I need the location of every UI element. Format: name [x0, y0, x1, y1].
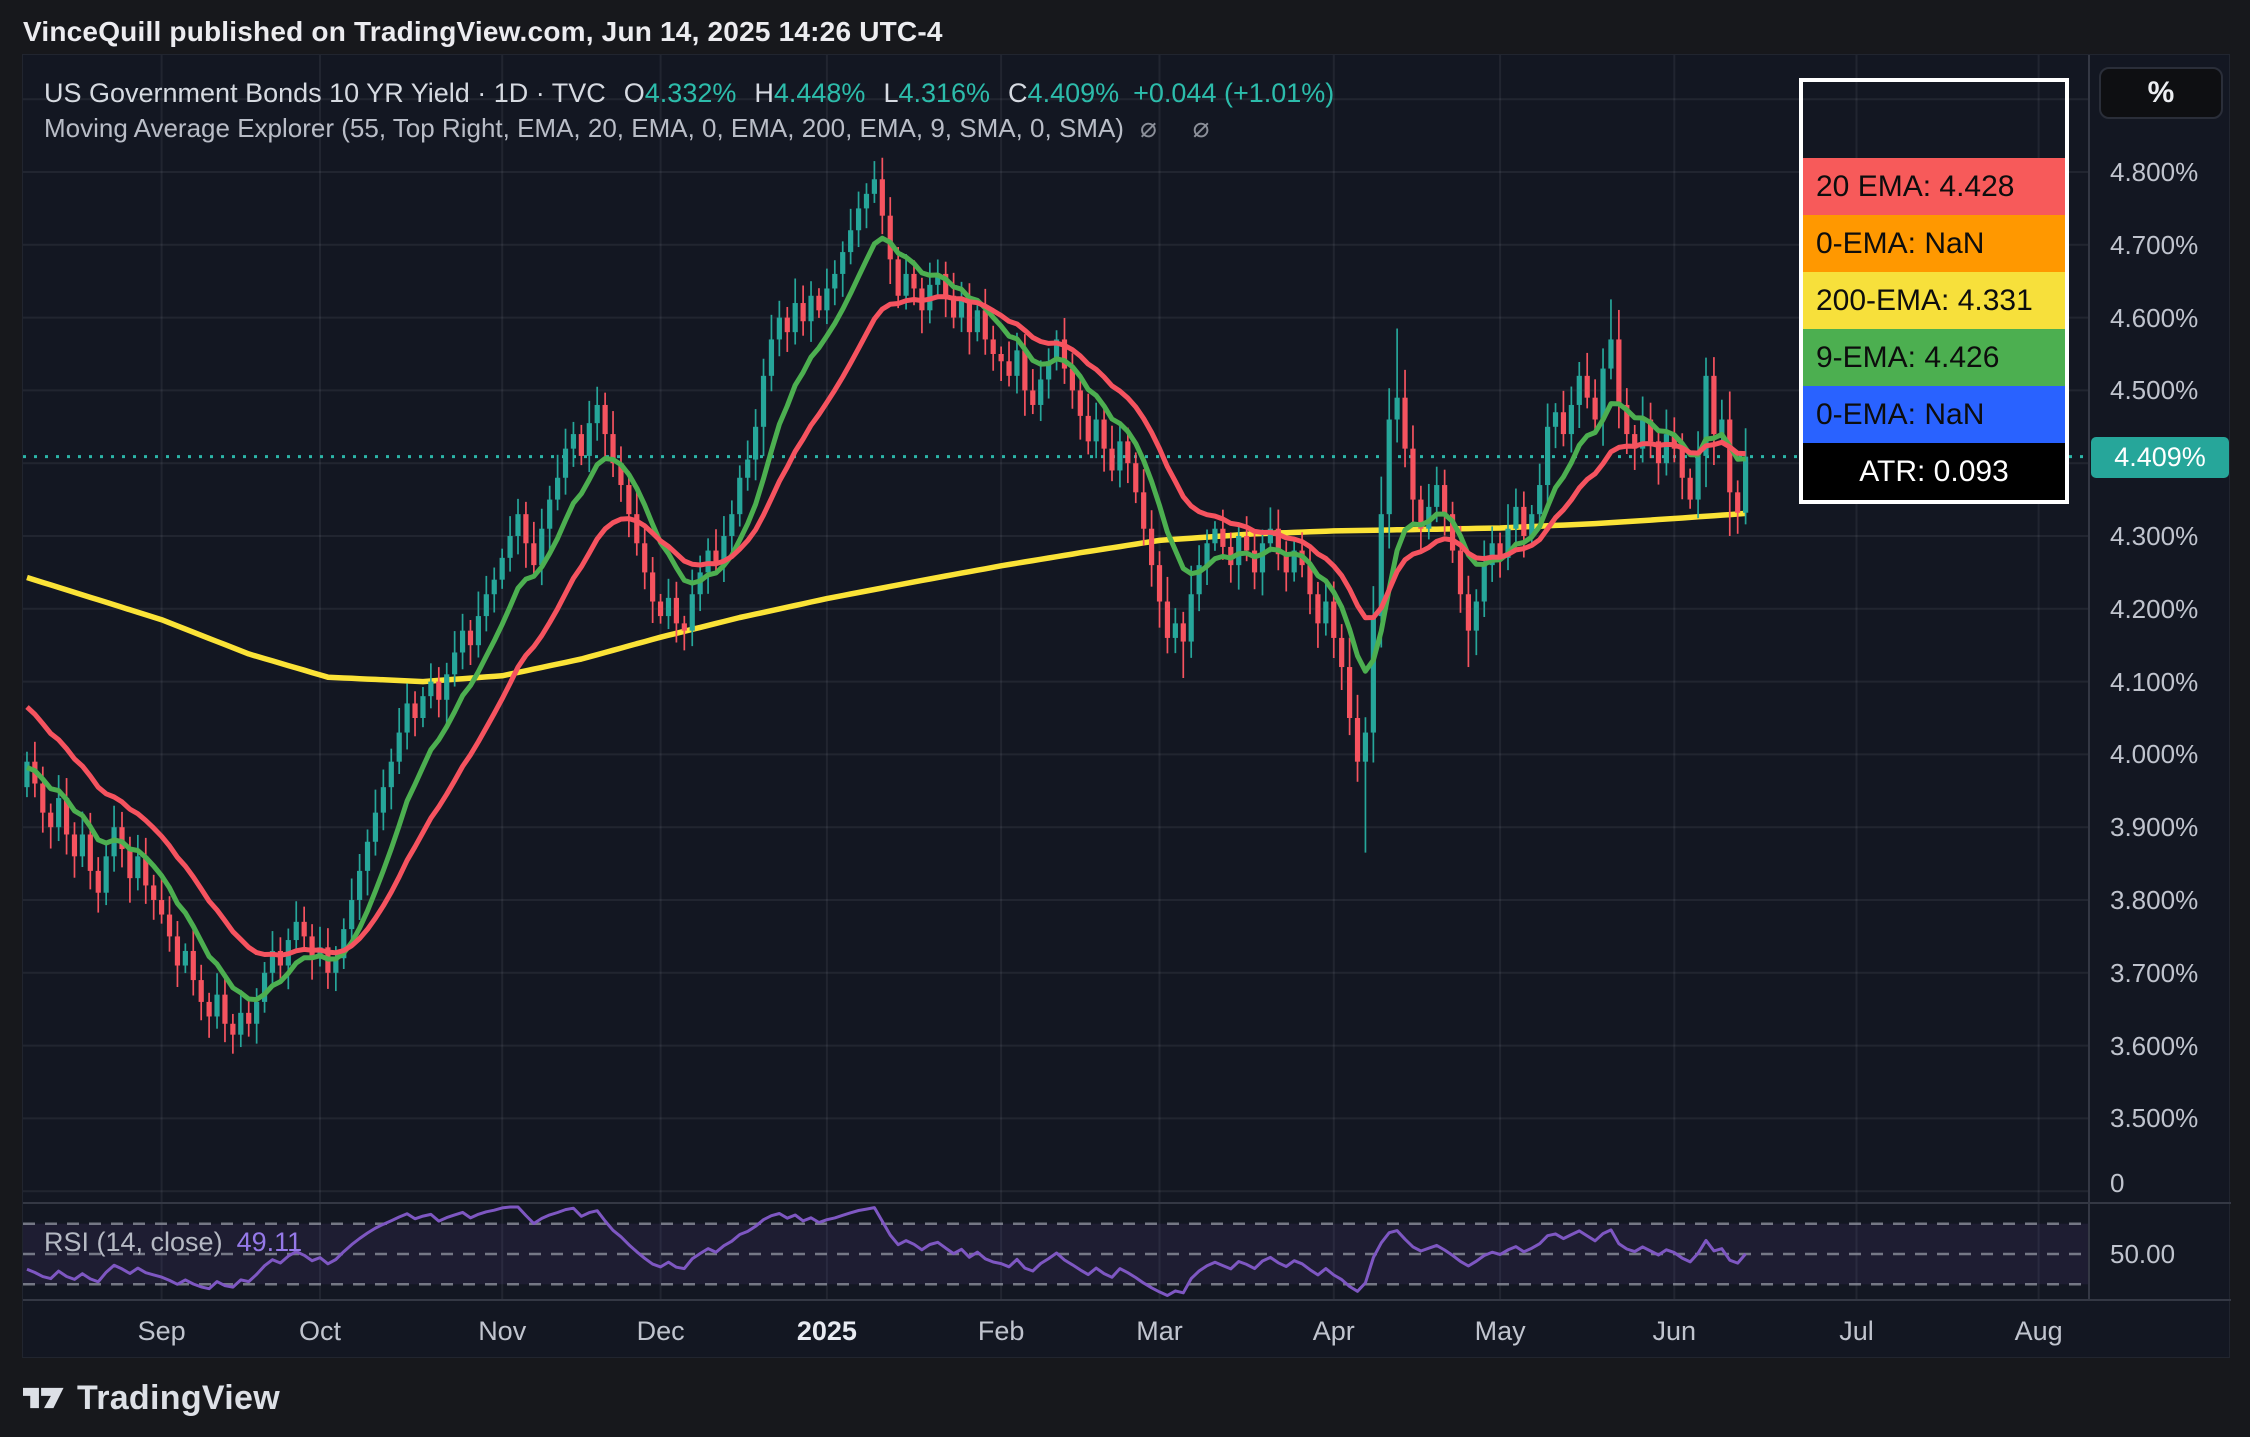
price-tick-3.600%: 3.600%	[2110, 1030, 2199, 1061]
price-tick-4.800%: 4.800%	[2110, 157, 2199, 187]
legend-row: ATR: 0.093	[1803, 443, 2065, 500]
month-label-May: May	[1475, 1316, 1527, 1346]
price-tick-3.700%: 3.700%	[2110, 957, 2199, 988]
publish-attribution: VinceQuill published on TradingView.com,…	[23, 16, 943, 47]
price-chart-canvas[interactable]: Sep Oct Nov Dec 2025 Feb Mar Apr May Jun Jul Aug	[23, 55, 2231, 1359]
ohlc-O: O4.332%	[623, 78, 737, 108]
tradingview-watermark[interactable]: TradingView	[23, 1378, 280, 1418]
legend-row: 200-EMA: 4.331	[1803, 272, 2065, 329]
rsi-value: 49.11	[236, 1227, 303, 1257]
price-tick-4.600%: 4.600%	[2110, 302, 2199, 333]
price-tick-4.100%: 4.100%	[2110, 666, 2199, 697]
price-tick-4.000%: 4.000%	[2110, 739, 2199, 770]
month-label-Jun: Jun	[1653, 1316, 1697, 1346]
month-label-2025: 2025	[797, 1316, 857, 1346]
price-tick-3.900%: 3.900%	[2110, 812, 2199, 843]
price-tick-4.300%: 4.300%	[2110, 521, 2199, 551]
indicator-title[interactable]: Moving Average Explorer (55, Top Right, …	[44, 113, 1124, 143]
rsi-indicator-row: RSI (14, close) 49.11	[44, 1226, 302, 1258]
ohlc-values: O4.332% H4.448% L4.316% C4.409%	[606, 78, 1119, 108]
time-axis-labels[interactable]: Sep Oct Nov Dec 2025 Feb Mar Apr May Jun Jul Aug	[138, 1316, 2063, 1346]
candlestick-series[interactable]	[24, 157, 1749, 1054]
symbol-title[interactable]: US Government Bonds 10 YR Yield · 1D · T…	[44, 78, 606, 108]
month-label-Dec: Dec	[637, 1316, 685, 1346]
month-label-Feb: Feb	[978, 1316, 1025, 1346]
month-label-Apr: Apr	[1313, 1316, 1355, 1346]
ohlc-L: L4.316%	[883, 78, 991, 108]
month-label-Jul: Jul	[1839, 1316, 1874, 1346]
last-price-label[interactable]: 4.409%	[2091, 436, 2229, 478]
price-tick-4.700%: 4.700%	[2110, 229, 2199, 260]
tradingview-logo-icon	[23, 1387, 64, 1409]
month-label-Nov: Nov	[478, 1316, 527, 1346]
legend-row: 20 EMA: 4.428	[1803, 158, 2065, 215]
month-label-Sep: Sep	[138, 1316, 186, 1346]
rsi-indicator-label[interactable]: RSI (14, close)	[44, 1227, 223, 1257]
price-unit-button[interactable]: %	[2099, 67, 2223, 119]
ema9-line	[26, 235, 1746, 1003]
ohlc-C: C4.409%	[1008, 78, 1120, 108]
change-value: +0.044 (+1.01%)	[1133, 78, 1335, 108]
legend-spacer-row	[1803, 82, 2065, 158]
price-scale-axis[interactable]: % 4.409% 4.800% 4.700% 4.600% 4.500% 4.300% 4…	[2089, 55, 2231, 1359]
legend-row: 9-EMA: 4.426	[1803, 329, 2065, 386]
legend-row: 0-EMA: NaN	[1803, 386, 2065, 443]
chart-title-block: US Government Bonds 10 YR Yield · 1D · T…	[44, 75, 1334, 145]
price-tick-3.500%: 3.500%	[2110, 1103, 2199, 1134]
price-tick-zero: 0	[2110, 1168, 2125, 1198]
rsi-line	[26, 1205, 1747, 1297]
price-tick-4.200%: 4.200%	[2110, 593, 2199, 624]
rsi-scale-tick: 50.00	[2110, 1239, 2176, 1269]
month-label-Mar: Mar	[1136, 1316, 1183, 1346]
price-tick-3.800%: 3.800%	[2110, 885, 2199, 915]
indicator-empty-set-icons: ⌀ ⌀	[1139, 112, 1224, 143]
ema200-line	[26, 510, 1746, 685]
legend-row: 0-EMA: NaN	[1803, 215, 2065, 272]
ma-explorer-legend-panel: 20 EMA: 4.428 0-EMA: NaN 200-EMA: 4.331 9-E…	[1799, 78, 2069, 504]
ema20-line	[25, 294, 1746, 958]
tradingview-logo-text: TradingView	[77, 1378, 280, 1417]
month-label-Oct: Oct	[299, 1316, 342, 1346]
ohlc-H: H4.448%	[754, 78, 866, 108]
month-label-Aug: Aug	[2015, 1316, 2063, 1346]
price-tick-4.500%: 4.500%	[2110, 375, 2199, 406]
chart-widget[interactable]: Sep Oct Nov Dec 2025 Feb Mar Apr May Jun Jul Aug US…	[22, 54, 2231, 1359]
